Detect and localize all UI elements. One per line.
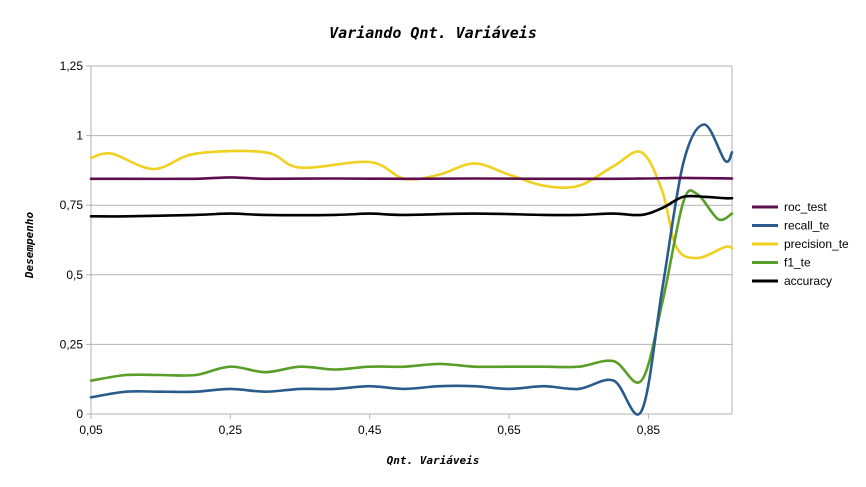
x-tick-label-3: 0,65: [497, 423, 521, 437]
legend-label-accuracy: accuracy: [784, 274, 832, 288]
y-tick-label-2: 0,5: [66, 268, 83, 282]
y-tick-label-1: 0,25: [60, 337, 84, 351]
legend-label-f1-te: f1_te: [784, 256, 811, 270]
x-axis-title: Qnt. Variáveis: [387, 454, 480, 467]
x-tick-label-1: 0,25: [219, 423, 243, 437]
legend-label-roc-test: roc_test: [784, 200, 827, 214]
y-tick-label-4: 1: [76, 129, 83, 143]
legend-label-recall-te: recall_te: [784, 219, 830, 233]
series-line-recall-te: [89, 123, 734, 416]
x-tick-label-4: 0,85: [637, 423, 661, 437]
grid: [91, 65, 732, 415]
x-tick-label-0: 0,05: [79, 423, 103, 437]
y-tick-labels: 0 0,25 0,5 0,75 1 1,25: [60, 59, 91, 421]
axes: [90, 66, 733, 415]
series-line-precision-te: [89, 149, 734, 260]
series-line-roc-test: [89, 176, 734, 181]
legend-label-precision-te: precision_te: [784, 237, 849, 251]
y-tick-label-0: 0: [76, 407, 83, 421]
series-line-accuracy: [89, 194, 734, 218]
legend: roc_test recall_te precision_te f1_teaccura…: [752, 200, 849, 288]
y-tick-label-5: 1,25: [60, 59, 84, 73]
series-line-f1-te: [89, 189, 734, 384]
series-lines: [89, 123, 734, 416]
x-tick-label-2: 0,45: [358, 423, 382, 437]
x-tick-labels: 0,05 0,25 0,45 0,65 0,85: [79, 414, 660, 437]
y-tick-label-3: 0,75: [60, 198, 84, 212]
y-axis-title: Desempenho: [23, 212, 36, 280]
chart-title: Variando Qnt. Variáveis: [329, 24, 537, 42]
